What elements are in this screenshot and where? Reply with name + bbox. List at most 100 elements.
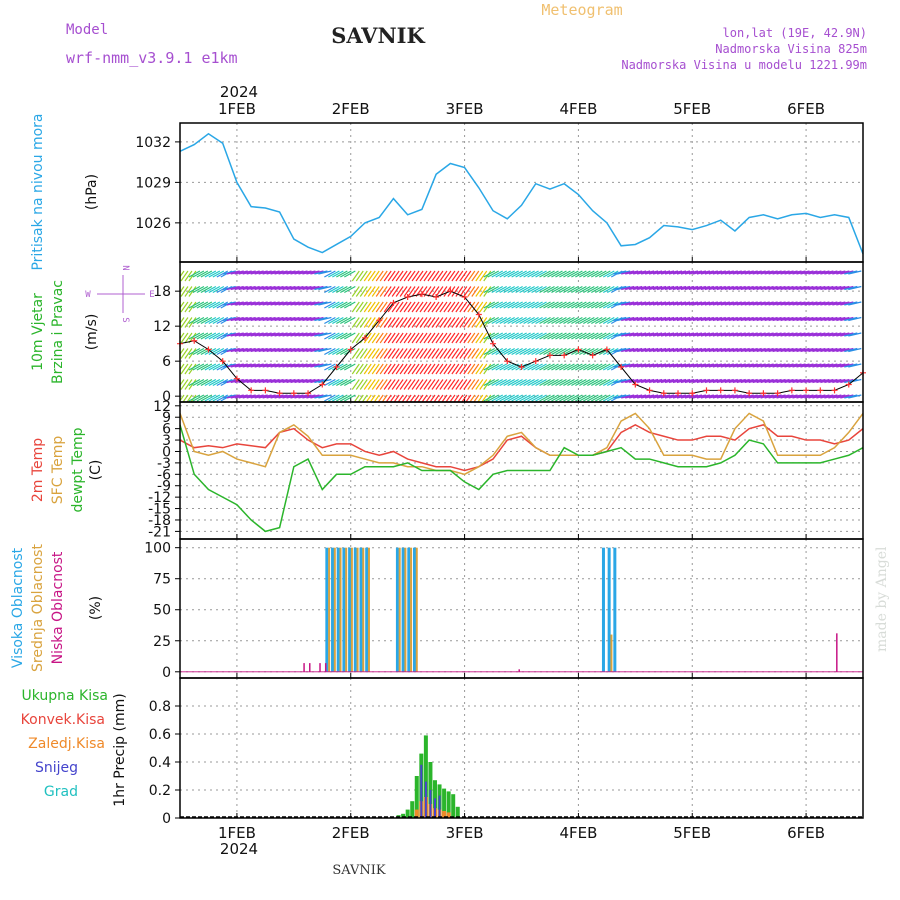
wind-speed-marker — [546, 352, 553, 359]
wind-barb — [511, 316, 523, 325]
wind-barb — [824, 394, 838, 399]
wind-barb — [676, 363, 691, 368]
wind-barb — [804, 332, 818, 337]
wind-barb — [784, 316, 798, 322]
wind-barb — [463, 270, 472, 282]
pressure-ylabel: Pritisak na nivou mora — [30, 113, 46, 270]
wind-barb — [254, 270, 268, 275]
wind-barb — [415, 363, 424, 375]
wind-barb — [764, 301, 778, 306]
wind-barb — [732, 285, 746, 291]
wind-speed-marker — [205, 346, 212, 353]
wind-barb — [676, 301, 691, 306]
wind-barb — [507, 332, 519, 340]
wind-speed-marker — [390, 299, 397, 306]
y-tick-label: 0.2 — [149, 783, 171, 799]
wind-barb — [351, 363, 360, 375]
x-tick-label-top: 1FEB — [218, 100, 256, 118]
wind-barb — [832, 270, 846, 275]
wind-barb — [302, 332, 316, 337]
wind-barb — [587, 270, 599, 278]
frozen-precip-bar — [414, 809, 419, 818]
wind-speed-marker — [532, 358, 539, 365]
wind-barb — [483, 347, 496, 356]
wind-barb — [736, 378, 750, 384]
wind-barb — [180, 286, 189, 297]
wind-barb — [535, 285, 547, 294]
wind-barb — [455, 348, 464, 359]
wind-barb — [652, 285, 667, 291]
wind-barb — [613, 270, 627, 275]
wind-barb — [286, 378, 300, 384]
total-precip-bar — [401, 813, 406, 818]
panel-border — [179, 677, 864, 819]
wind-barb — [336, 347, 348, 356]
wind-barb — [700, 363, 715, 368]
wind-barb — [844, 394, 858, 399]
x-tick-label-top: 3FEB — [446, 100, 484, 118]
wind-barb — [543, 332, 555, 340]
wind-barb — [266, 301, 280, 306]
wind-barb — [242, 347, 256, 353]
wind-barb — [507, 347, 519, 356]
wind-barb — [736, 363, 750, 368]
wind-barb — [465, 394, 472, 402]
wind-barb — [800, 316, 814, 322]
wind-barb — [491, 285, 504, 294]
wind-barb — [310, 301, 324, 306]
wind-barb — [571, 316, 583, 325]
wind-barb — [636, 285, 651, 291]
wind-barb — [744, 301, 758, 306]
total-precip-bar — [442, 788, 447, 818]
model-name: wrf-nmm_v3.9.1 e1km — [66, 49, 238, 67]
wind-barb — [226, 301, 240, 306]
wind-barb — [246, 332, 260, 337]
wind-barb — [487, 363, 500, 371]
wind-barb — [844, 285, 858, 291]
wind-barb — [447, 379, 456, 390]
wind-barb — [744, 332, 758, 337]
wind-barb — [792, 347, 806, 353]
wind-barb — [732, 378, 746, 384]
wind-barb — [551, 285, 563, 294]
wind-barb — [369, 394, 376, 402]
wind-barb — [387, 317, 396, 328]
precip-legend-label: Snijeg — [35, 760, 78, 776]
wind-barb — [672, 316, 687, 322]
wind-barb — [336, 285, 348, 294]
compass-w: W — [85, 290, 91, 300]
wind-barb — [784, 347, 798, 353]
low-cloud-bar — [319, 663, 321, 672]
wind-barb — [379, 363, 388, 375]
wind-barb — [314, 378, 328, 384]
wind-barb — [672, 394, 687, 399]
wind-barb — [411, 332, 420, 344]
wind-barb — [636, 316, 651, 322]
wind-barb — [539, 347, 551, 356]
wind-barb — [539, 363, 551, 371]
wind-barb — [383, 348, 392, 359]
wind-barb — [371, 363, 380, 375]
wind-barb — [788, 332, 802, 337]
wind-barb — [375, 379, 384, 390]
wind-barb — [479, 332, 488, 344]
wind-barb — [756, 363, 770, 368]
wind-barb — [840, 301, 854, 306]
wind-barb — [491, 347, 504, 356]
wind-barb — [192, 301, 205, 309]
wind-barb — [543, 363, 555, 371]
wind-barb — [784, 270, 798, 275]
wind-barb — [184, 363, 193, 375]
wind-barb — [567, 363, 579, 371]
wind-barb — [547, 301, 559, 309]
wind-barb — [421, 394, 428, 402]
wind-barb — [519, 301, 531, 309]
wind-barb — [563, 316, 575, 325]
wind-barb — [379, 332, 388, 344]
wind-speed-marker — [262, 387, 269, 394]
wind-barb — [621, 347, 635, 353]
wind-barb — [499, 378, 511, 387]
wind-barb — [633, 332, 647, 337]
wind-barb — [391, 363, 400, 375]
wind-barb — [188, 317, 197, 328]
